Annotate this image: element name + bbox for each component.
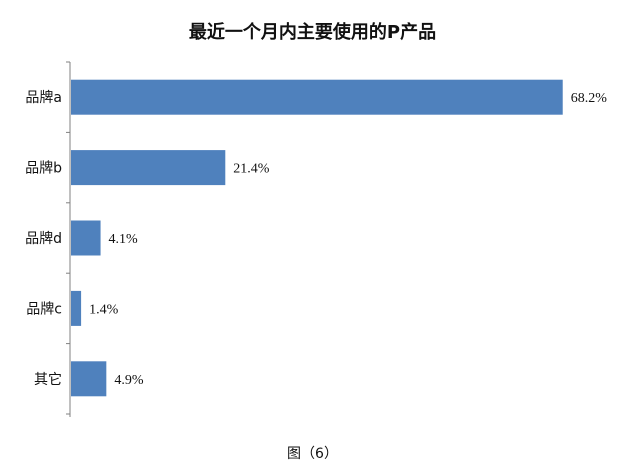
bar-2 xyxy=(71,220,101,256)
category-label: 品牌b xyxy=(25,160,62,177)
value-label: 1.4% xyxy=(89,302,119,317)
bar-3 xyxy=(71,290,82,326)
bar-1 xyxy=(71,150,226,186)
category-label: 品牌d xyxy=(25,230,62,247)
bar-0 xyxy=(71,79,563,115)
category-label: 品牌c xyxy=(26,300,62,317)
category-label: 其它 xyxy=(34,371,62,388)
value-label: 4.9% xyxy=(114,373,144,388)
chart-title: 最近一个月内主要使用的P产品 xyxy=(188,22,437,43)
value-label: 68.2% xyxy=(571,91,608,106)
value-label: 4.1% xyxy=(109,232,139,247)
bars-layer: 品牌a 68.2% 品牌b 21.4% 品牌d 4.1% 品牌c 1.4% 其它 4.9% xyxy=(25,61,608,415)
value-label: 21.4% xyxy=(233,162,270,177)
figure-caption: 图（6） xyxy=(287,446,338,462)
category-label: 品牌a xyxy=(25,89,62,106)
bar-4 xyxy=(71,361,107,397)
